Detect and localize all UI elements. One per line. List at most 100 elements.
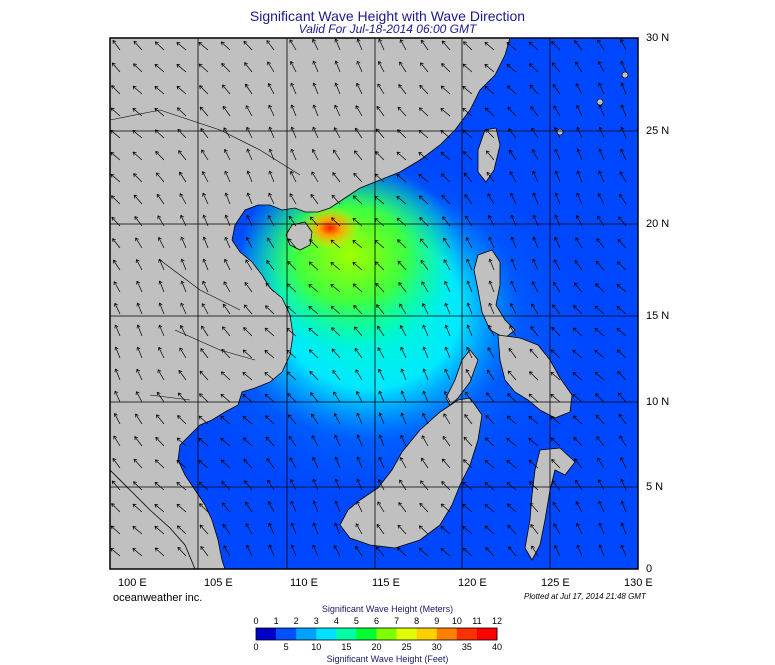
direction-arrow <box>550 393 561 403</box>
direction-arrow <box>485 150 495 161</box>
direction-arrow <box>465 369 473 381</box>
lon-label-130: 130 E <box>624 577 653 589</box>
direction-arrow <box>353 326 363 337</box>
direction-arrow <box>440 525 451 535</box>
direction-arrow <box>246 544 253 557</box>
direction-arrow <box>531 149 539 161</box>
direction-arrow <box>420 457 429 469</box>
direction-arrow <box>176 41 187 51</box>
direction-arrow <box>418 107 429 117</box>
direction-arrow <box>506 481 517 491</box>
direction-arrow <box>265 436 275 447</box>
direction-arrow <box>180 280 187 293</box>
direction-arrow <box>616 305 627 315</box>
direction-arrow <box>377 83 385 95</box>
direction-arrow <box>597 39 605 51</box>
direction-arrow <box>264 371 275 381</box>
direction-arrow <box>418 547 429 557</box>
direction-arrow <box>113 435 121 447</box>
direction-arrow <box>156 193 165 205</box>
direction-arrow <box>114 368 121 381</box>
direction-arrow <box>290 148 297 161</box>
direction-arrow <box>616 349 627 359</box>
direction-arrow <box>111 503 121 513</box>
direction-arrow <box>200 546 209 557</box>
direction-arrow <box>551 459 561 469</box>
direction-arrow <box>378 390 385 403</box>
direction-arrow <box>573 305 583 315</box>
colorbar-tick: 1 <box>273 616 279 626</box>
direction-arrow <box>620 544 627 557</box>
direction-arrow <box>180 258 187 271</box>
direction-arrow <box>201 325 209 337</box>
direction-arrow <box>620 522 627 535</box>
direction-arrow <box>176 481 187 491</box>
direction-arrow <box>224 192 231 205</box>
direction-arrow <box>375 546 385 557</box>
direction-arrow <box>463 436 473 447</box>
direction-arrow <box>532 170 539 183</box>
direction-arrow <box>552 83 561 95</box>
direction-arrow <box>554 192 561 205</box>
direction-arrow <box>422 346 429 359</box>
direction-arrow <box>330 283 341 293</box>
direction-arrow <box>550 415 561 425</box>
lon-label-115: 115 E <box>372 577 400 589</box>
direction-arrow <box>484 107 495 117</box>
direction-arrow <box>200 348 209 359</box>
direction-arrow <box>243 327 253 337</box>
colorbar-tick: 5 <box>283 642 289 652</box>
direction-arrow <box>462 503 473 513</box>
direction-arrow <box>356 434 363 447</box>
direction-arrow <box>572 327 583 337</box>
direction-arrow <box>133 40 143 51</box>
direction-arrow <box>220 41 231 51</box>
direction-arrow <box>374 261 385 271</box>
direction-arrow <box>312 60 319 73</box>
direction-arrow <box>158 236 165 249</box>
direction-arrow <box>508 128 517 139</box>
colorbar-tick: 10 <box>451 616 462 626</box>
direction-arrow <box>484 85 495 95</box>
direction-arrow <box>110 107 121 117</box>
direction-arrow <box>356 60 363 73</box>
direction-arrow <box>246 148 253 161</box>
direction-arrow <box>440 547 451 557</box>
direction-arrow <box>506 41 517 51</box>
direction-arrow <box>136 302 143 315</box>
colorbar-swatch <box>316 628 337 640</box>
direction-arrow <box>597 61 605 73</box>
direction-arrow <box>528 393 539 403</box>
direction-arrow <box>202 192 209 205</box>
direction-arrow <box>224 258 231 271</box>
direction-arrow <box>113 413 121 425</box>
direction-arrow <box>616 283 627 293</box>
direction-arrow <box>352 261 363 271</box>
direction-arrow <box>311 149 319 161</box>
direction-arrow <box>330 239 341 249</box>
direction-arrow <box>462 547 473 557</box>
direction-arrow <box>266 260 275 271</box>
direction-arrow <box>443 259 451 271</box>
direction-arrow <box>221 481 231 491</box>
direction-arrow <box>289 193 297 205</box>
colorbar-feet-title: Significant Wave Height (Feet) <box>326 654 449 664</box>
land-asia <box>110 38 511 569</box>
direction-arrow <box>442 237 451 249</box>
direction-arrow <box>462 85 473 95</box>
direction-arrow <box>484 459 495 469</box>
direction-arrow <box>308 349 319 359</box>
direction-arrow <box>462 481 473 491</box>
direction-arrow <box>268 104 275 117</box>
direction-arrow <box>132 547 143 557</box>
direction-arrow <box>158 346 165 359</box>
wave-max-area <box>300 206 360 250</box>
direction-arrow <box>334 82 341 95</box>
direction-arrow <box>553 127 561 139</box>
direction-arrow <box>136 368 143 381</box>
direction-arrow <box>529 84 539 95</box>
direction-arrow <box>398 282 407 293</box>
direction-arrow <box>573 436 583 447</box>
direction-arrow <box>574 61 583 73</box>
direction-arrow <box>242 371 253 381</box>
